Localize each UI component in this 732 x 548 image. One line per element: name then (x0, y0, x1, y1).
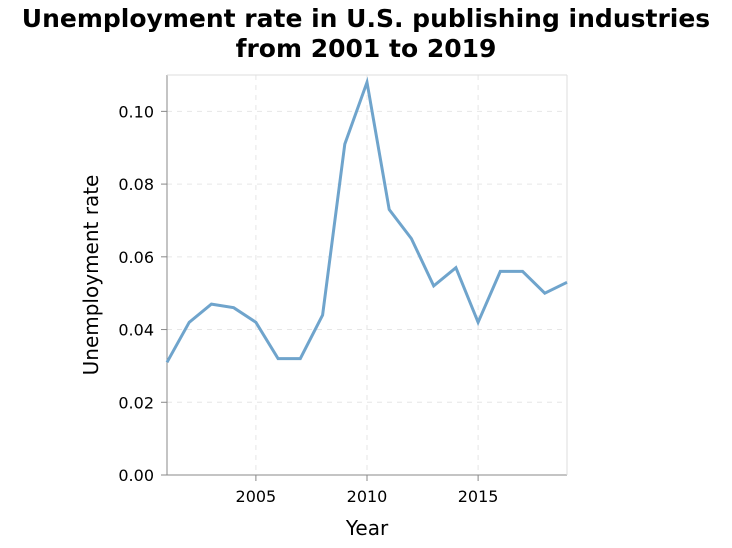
y-tick-label: 0.04 (118, 321, 154, 340)
grid (167, 75, 567, 476)
y-tick-label: 0.10 (118, 102, 154, 121)
chart-title: Unemployment rate in U.S. publishing ind… (0, 4, 732, 64)
y-tick-label: 0.00 (118, 466, 154, 485)
x-tick-label: 2005 (236, 487, 277, 506)
y-tick-label: 0.08 (118, 175, 154, 194)
x-tick-label: 2010 (347, 487, 388, 506)
x-tick-label: 2015 (458, 487, 499, 506)
y-tick-label: 0.06 (118, 248, 154, 267)
series-layer (165, 76, 568, 364)
ticks: 0.00 0.02 0.04 0.06 0.08 0.10 2005 2010 2015 (118, 102, 498, 506)
y-tick-label: 0.02 (118, 393, 154, 412)
chart-title-line-1: Unemployment rate in U.S. publishing ind… (21, 4, 711, 33)
x-axis-label: Year (345, 516, 389, 540)
chart-title-line-2: from 2001 to 2019 (235, 34, 497, 63)
series-line (165, 76, 568, 364)
y-axis-label: Unemployment rate (79, 175, 103, 376)
